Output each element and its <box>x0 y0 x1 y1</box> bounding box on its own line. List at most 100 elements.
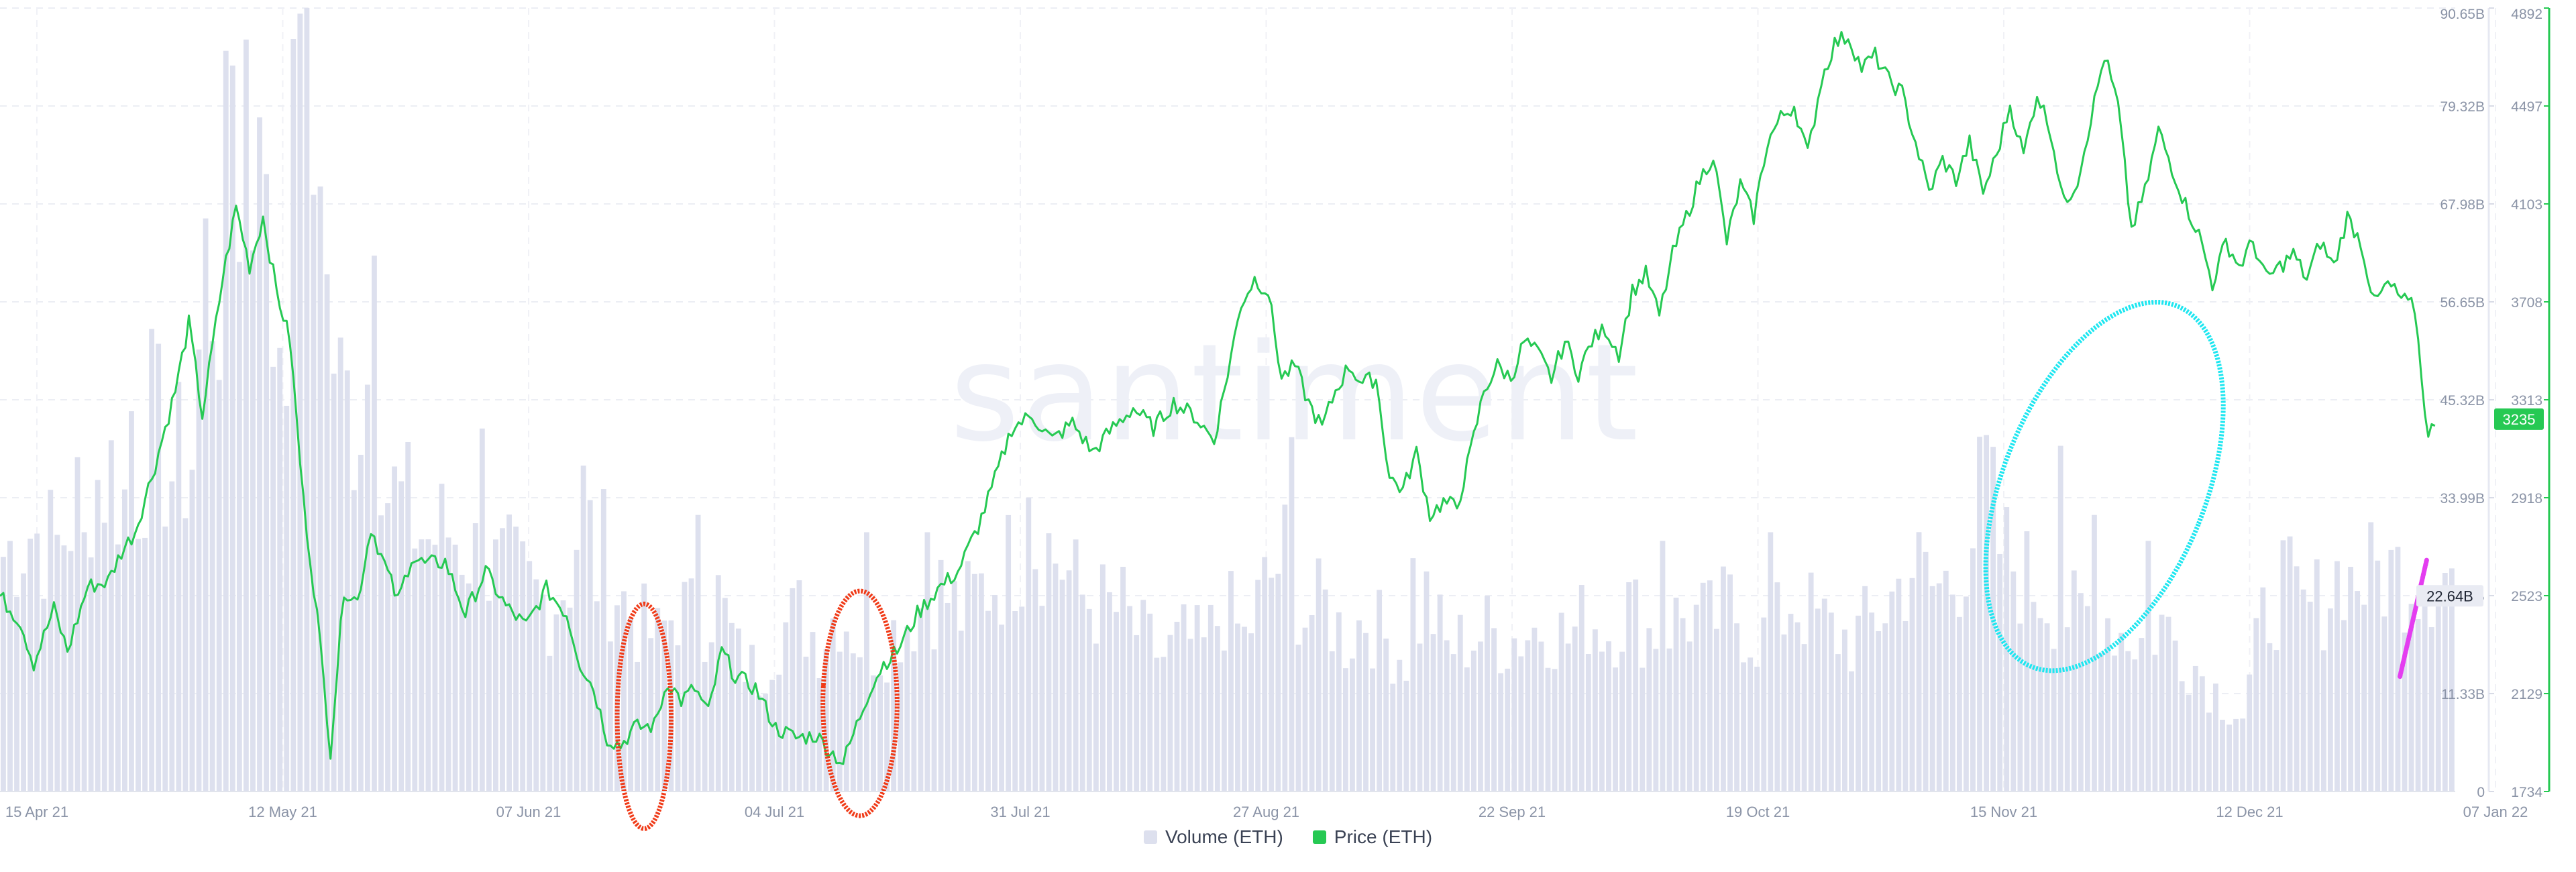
legend-item-volume[interactable]: Volume (ETH) <box>1143 826 1283 848</box>
volume-bar <box>2402 633 2408 792</box>
volume-bar <box>1086 608 1092 792</box>
volume-bar <box>297 13 303 792</box>
volume-bar <box>992 594 998 792</box>
volume-bar <box>527 561 533 792</box>
volume-bar <box>553 614 559 792</box>
volume-bar <box>479 428 485 792</box>
volume-bar <box>1059 580 1065 792</box>
volume-bar <box>378 515 384 792</box>
volume-bar <box>2092 514 2097 792</box>
volume-bar <box>1505 668 1511 792</box>
volume-bar <box>1053 563 1059 792</box>
volume-bar <box>1849 671 1854 792</box>
volume-bar <box>2280 540 2286 792</box>
volume-bar <box>1626 582 1632 792</box>
volume-bar <box>1518 656 1524 792</box>
volume-bar <box>2226 724 2232 792</box>
volume-bar <box>1856 615 1861 792</box>
volume-bar <box>2253 618 2259 792</box>
volume-bar <box>513 527 519 792</box>
volume-bar <box>2064 627 2070 792</box>
volume-bar <box>735 629 741 792</box>
volume-bar <box>1741 662 1747 792</box>
price-tick-label: 1734 <box>2511 785 2542 800</box>
x-tick-label: 27 Aug 21 <box>1233 804 1299 820</box>
volume-bar <box>1255 580 1261 792</box>
volume-bar <box>209 341 215 792</box>
volume-bar <box>540 594 546 792</box>
volume-bar <box>1006 514 1012 792</box>
volume-bar <box>331 374 337 792</box>
volume-bar <box>419 539 425 792</box>
x-tick-label: 12 Dec 21 <box>2216 804 2283 820</box>
annotation-ellipse <box>820 588 900 818</box>
volume-bar <box>1666 648 1672 792</box>
volume-bar <box>61 545 67 792</box>
volume-bar <box>1485 596 1490 792</box>
volume-bar <box>250 250 256 792</box>
volume-bar <box>661 620 667 792</box>
volume-bar <box>270 366 276 792</box>
volume-bar <box>1363 633 1368 792</box>
volume-bar <box>2031 602 2037 792</box>
x-tick-label: 12 May 21 <box>248 804 317 820</box>
volume-bar <box>2368 522 2374 792</box>
volume-bar <box>229 65 235 792</box>
volume-bar <box>1046 533 1052 792</box>
volume-bar <box>7 541 13 792</box>
volume-bar <box>1781 634 1787 792</box>
volume-bar <box>1450 654 1456 792</box>
volume-bar <box>796 580 802 792</box>
volume-bar <box>1882 623 1888 792</box>
volume-bar <box>2422 594 2428 792</box>
price-tick-label: 2523 <box>2511 589 2542 604</box>
volume-bar <box>2105 618 2110 792</box>
volume-bar <box>2024 531 2030 792</box>
volume-bar <box>1437 594 1443 792</box>
volume-tick-label: 79.32B <box>2440 99 2485 115</box>
volume-current-label: 22.64B <box>2426 588 2473 604</box>
volume-bar <box>344 370 350 792</box>
volume-bar <box>162 526 168 792</box>
volume-bar <box>21 573 27 792</box>
volume-bar <box>95 480 101 792</box>
volume-bar <box>594 601 600 792</box>
volume-bar <box>1565 643 1571 792</box>
volume-bar <box>1073 539 1079 792</box>
volume-bar <box>136 539 141 792</box>
volume-bar <box>121 489 127 792</box>
volume-bar <box>398 481 405 792</box>
volume-bar <box>729 622 735 792</box>
volume-bar <box>1120 566 1126 792</box>
volume-bar <box>182 518 189 792</box>
volume-bar <box>1707 580 1713 792</box>
volume-bar <box>1410 558 1416 792</box>
volume-bar <box>2139 638 2145 792</box>
volume-bar <box>1316 558 1322 792</box>
volume-bar <box>1019 606 1025 792</box>
volume-bar <box>945 602 951 792</box>
volume-bar <box>682 582 688 792</box>
volume-bar <box>641 583 647 792</box>
volume-bar <box>1282 504 1288 792</box>
price-current-badge <box>2494 408 2544 430</box>
watermark-text: santiment <box>950 315 1640 472</box>
volume-bar <box>1478 641 1483 792</box>
volume-bar <box>1269 578 1275 792</box>
volume-bar <box>2408 604 2414 792</box>
volume-bar <box>189 470 195 792</box>
volume-bar <box>81 532 87 792</box>
legend-item-price[interactable]: Price (ETH) <box>1312 826 1432 848</box>
volume-bar <box>1761 617 1767 792</box>
volume-bar <box>452 544 458 792</box>
volume-bar <box>2186 694 2192 792</box>
volume-bar <box>1828 612 1834 792</box>
volume-bar <box>958 631 964 792</box>
x-tick-label: 15 Nov 21 <box>1970 804 2037 820</box>
volume-bar <box>74 457 80 792</box>
volume-bar <box>277 347 283 792</box>
volume-bars <box>1 8 2455 792</box>
volume-bar <box>769 679 775 792</box>
volume-bar <box>48 490 54 792</box>
